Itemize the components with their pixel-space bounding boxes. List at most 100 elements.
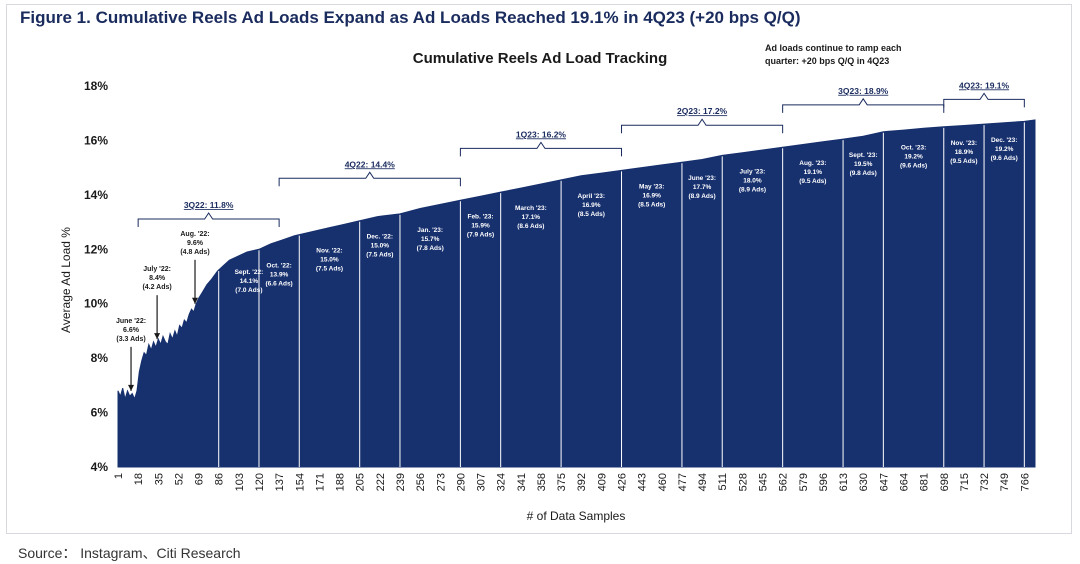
source-note: Source： Instagram、Citi Research	[18, 545, 241, 561]
x-tick-label: 52	[173, 473, 185, 485]
x-tick-label: 273	[435, 473, 447, 491]
x-tick-label: 358	[536, 473, 548, 491]
callout-label: (3.3 Ads)	[116, 336, 145, 343]
x-tick-label: 86	[214, 473, 226, 485]
month-label: 17.1%	[522, 214, 541, 221]
callout-arrow-head	[128, 384, 135, 391]
x-tick-label: 511	[717, 473, 729, 491]
x-tick-label: 392	[576, 473, 588, 491]
month-label: 15.0%	[320, 257, 339, 264]
x-tick-label: 681	[919, 473, 931, 491]
quarter-bracket	[137, 212, 280, 227]
month-label: 16.9%	[582, 202, 601, 209]
y-axis-label: Average Ad Load %	[59, 227, 73, 333]
month-label: 17.7%	[693, 184, 712, 191]
month-label: Oct. '23:	[901, 145, 926, 152]
month-label: Dec. '23:	[991, 137, 1017, 144]
month-label: (9.6 Ads)	[991, 155, 1018, 162]
y-tick-label: 6%	[91, 406, 109, 420]
month-label: Nov. '22:	[316, 248, 342, 255]
x-tick-label: 69	[194, 473, 206, 485]
x-tick-label: 749	[999, 473, 1011, 491]
callout-label: 9.6%	[187, 240, 204, 247]
month-label: 18.9%	[955, 149, 974, 156]
month-label: (9.5 Ads)	[950, 158, 977, 165]
month-label: (7.5 Ads)	[366, 252, 393, 259]
x-tick-label: 579	[798, 473, 810, 491]
y-tick-label: 8%	[91, 351, 109, 365]
month-label: 19.5%	[854, 161, 873, 168]
month-label: 14.1%	[240, 278, 259, 285]
month-label: July '23:	[740, 168, 766, 175]
x-tick-label: 715	[959, 473, 971, 491]
month-label: Oct. '22:	[266, 262, 291, 269]
y-tick-label: 14%	[84, 188, 108, 202]
x-tick-label: 409	[596, 473, 608, 491]
month-label: (9.5 Ads)	[799, 178, 826, 185]
month-label: Aug. '23:	[799, 160, 826, 167]
x-tick-label: 630	[858, 473, 870, 491]
figure-frame	[6, 4, 1072, 534]
month-label: Jan. '23:	[417, 227, 443, 234]
callout-arrow-head	[192, 297, 199, 304]
month-label: (8.9 Ads)	[688, 193, 715, 200]
x-tick-label: 647	[878, 473, 890, 491]
x-tick-label: 341	[516, 473, 528, 491]
month-label: 15.0%	[371, 243, 390, 250]
quarter-label: 3Q23: 18.9%	[838, 86, 889, 96]
month-label: 15.7%	[421, 236, 440, 243]
quarter-bracket	[459, 141, 623, 157]
month-label: March '23:	[515, 205, 547, 212]
month-label: (7.8 Ads)	[417, 245, 444, 252]
x-tick-label: 35	[153, 473, 165, 485]
quarter-label: 2Q23: 17.2%	[677, 106, 728, 116]
callout-label: July '22:	[143, 266, 171, 273]
quarter-label: 3Q22: 11.8%	[184, 200, 234, 210]
x-tick-label: 426	[617, 473, 629, 491]
x-tick-label: 545	[758, 473, 770, 491]
x-tick-label: 120	[254, 473, 266, 491]
month-label: Feb. '23:	[467, 213, 493, 220]
x-tick-label: 562	[778, 473, 790, 491]
chart-title: Cumulative Reels Ad Load Tracking	[413, 50, 668, 67]
month-label: Sept. '22:	[235, 269, 264, 276]
y-tick-label: 16%	[84, 133, 108, 147]
x-axis-label: # of Data Samples	[527, 509, 626, 523]
quarter-label: 1Q23: 16.2%	[516, 129, 567, 139]
month-label: 19.2%	[995, 146, 1014, 153]
month-label: Sept. '23:	[849, 152, 878, 159]
x-tick-label: 443	[637, 473, 649, 491]
x-tick-label: 766	[1019, 473, 1031, 491]
month-label: June '23:	[688, 175, 716, 182]
month-label: (7.0 Ads)	[235, 287, 262, 294]
month-label: (8.5 Ads)	[578, 211, 605, 218]
x-tick-label: 256	[415, 473, 427, 491]
month-label: (8.5 Ads)	[638, 201, 665, 208]
x-tick-label: 18	[133, 473, 145, 485]
month-label: (9.8 Ads)	[850, 170, 877, 177]
month-label: 18.0%	[743, 177, 762, 184]
callout-label: (4.2 Ads)	[142, 284, 171, 291]
callout-label: (4.8 Ads)	[180, 249, 209, 256]
x-tick-label: 188	[335, 473, 347, 491]
x-tick-label: 205	[355, 473, 367, 491]
quarter-label: 4Q23: 19.1%	[959, 80, 1010, 90]
month-label: April '23:	[578, 193, 606, 200]
callout-label: Aug. '22:	[180, 231, 209, 238]
note-line-1: Ad loads continue to ramp each	[765, 43, 902, 53]
x-tick-label: 664	[898, 473, 910, 491]
x-tick-label: 528	[737, 473, 749, 491]
month-label: 19.2%	[904, 154, 923, 161]
x-tick-label: 171	[314, 473, 326, 491]
note-line-2: quarter: +20 bps Q/Q in 4Q23	[765, 56, 889, 66]
x-tick-label: 494	[697, 473, 709, 491]
month-label: 19.1%	[804, 169, 823, 176]
month-label: (7.9 Ads)	[467, 231, 494, 238]
quarter-bracket	[278, 171, 461, 187]
x-tick-label: 613	[838, 473, 850, 491]
x-tick-label: 324	[496, 473, 508, 491]
x-tick-label: 290	[455, 473, 467, 491]
quarter-bracket	[943, 92, 1025, 108]
x-tick-label: 698	[939, 473, 951, 491]
